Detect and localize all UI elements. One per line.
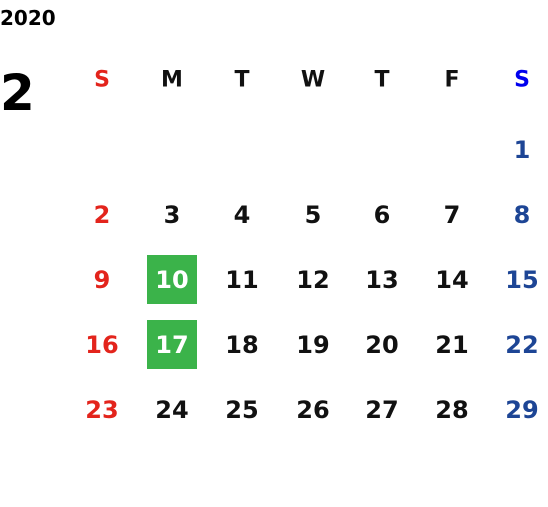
weekday-label: T <box>374 68 389 93</box>
day: 16 <box>85 331 118 359</box>
weekday-label: S <box>94 68 110 93</box>
day: 20 <box>365 331 398 359</box>
day: 2 <box>94 201 111 229</box>
day: 13 <box>365 266 398 294</box>
day: 15 <box>505 266 538 294</box>
day: 9 <box>94 266 111 294</box>
day: 22 <box>505 331 538 359</box>
day: 27 <box>365 396 398 424</box>
day: 5 <box>305 201 322 229</box>
day: 1 <box>514 136 531 164</box>
weekday-label: F <box>444 68 459 93</box>
day: 6 <box>374 201 391 229</box>
day: 23 <box>85 396 118 424</box>
day: 17 <box>155 331 188 359</box>
day: 18 <box>225 331 258 359</box>
day: 8 <box>514 201 531 229</box>
day: 12 <box>296 266 329 294</box>
day: 11 <box>225 266 258 294</box>
month: 2 <box>0 64 35 122</box>
day: 29 <box>505 396 538 424</box>
day: 19 <box>296 331 329 359</box>
highlight <box>147 255 197 304</box>
day: 26 <box>296 396 329 424</box>
day: 24 <box>155 396 188 424</box>
weekday-label: S <box>514 68 530 93</box>
weekday-label: T <box>234 68 249 93</box>
day: 25 <box>225 396 258 424</box>
highlight <box>147 320 197 369</box>
day: 7 <box>444 201 461 229</box>
day: 28 <box>435 396 468 424</box>
day: 10 <box>155 266 188 294</box>
day: 14 <box>435 266 468 294</box>
weekday-label: M <box>161 68 183 93</box>
weekday-label: W <box>301 68 325 93</box>
day: 3 <box>164 201 181 229</box>
year: 2020 <box>0 6 56 30</box>
day: 21 <box>435 331 468 359</box>
day: 4 <box>234 201 251 229</box>
